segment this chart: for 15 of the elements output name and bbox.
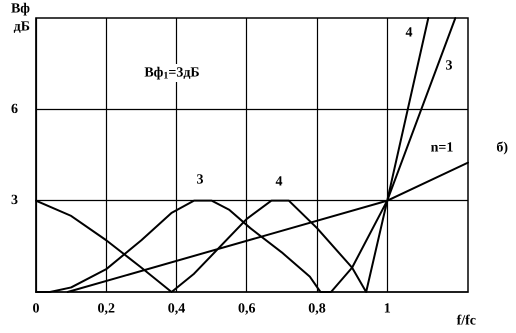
y-tick-label: 6 [11,102,18,117]
annotation: n=1 [430,140,454,156]
x-tick-label: 1 [384,302,391,316]
x-tick-label: 0,4 [168,302,186,316]
text: б) [496,140,508,156]
y-axis-title: Вф дБ [10,2,30,34]
annotation: 4 [406,26,412,40]
x-tick-label: 0 [32,302,40,316]
x-tick-label: 0,2 [97,302,115,316]
x-axis-title: f/fc [456,314,476,328]
x-tick-label: 0,8 [308,302,326,316]
x-tick-label: 0,6 [238,302,256,316]
annotation: 3 [446,58,452,74]
annotation: 3 [196,172,204,188]
annotation: 4 [276,174,282,190]
